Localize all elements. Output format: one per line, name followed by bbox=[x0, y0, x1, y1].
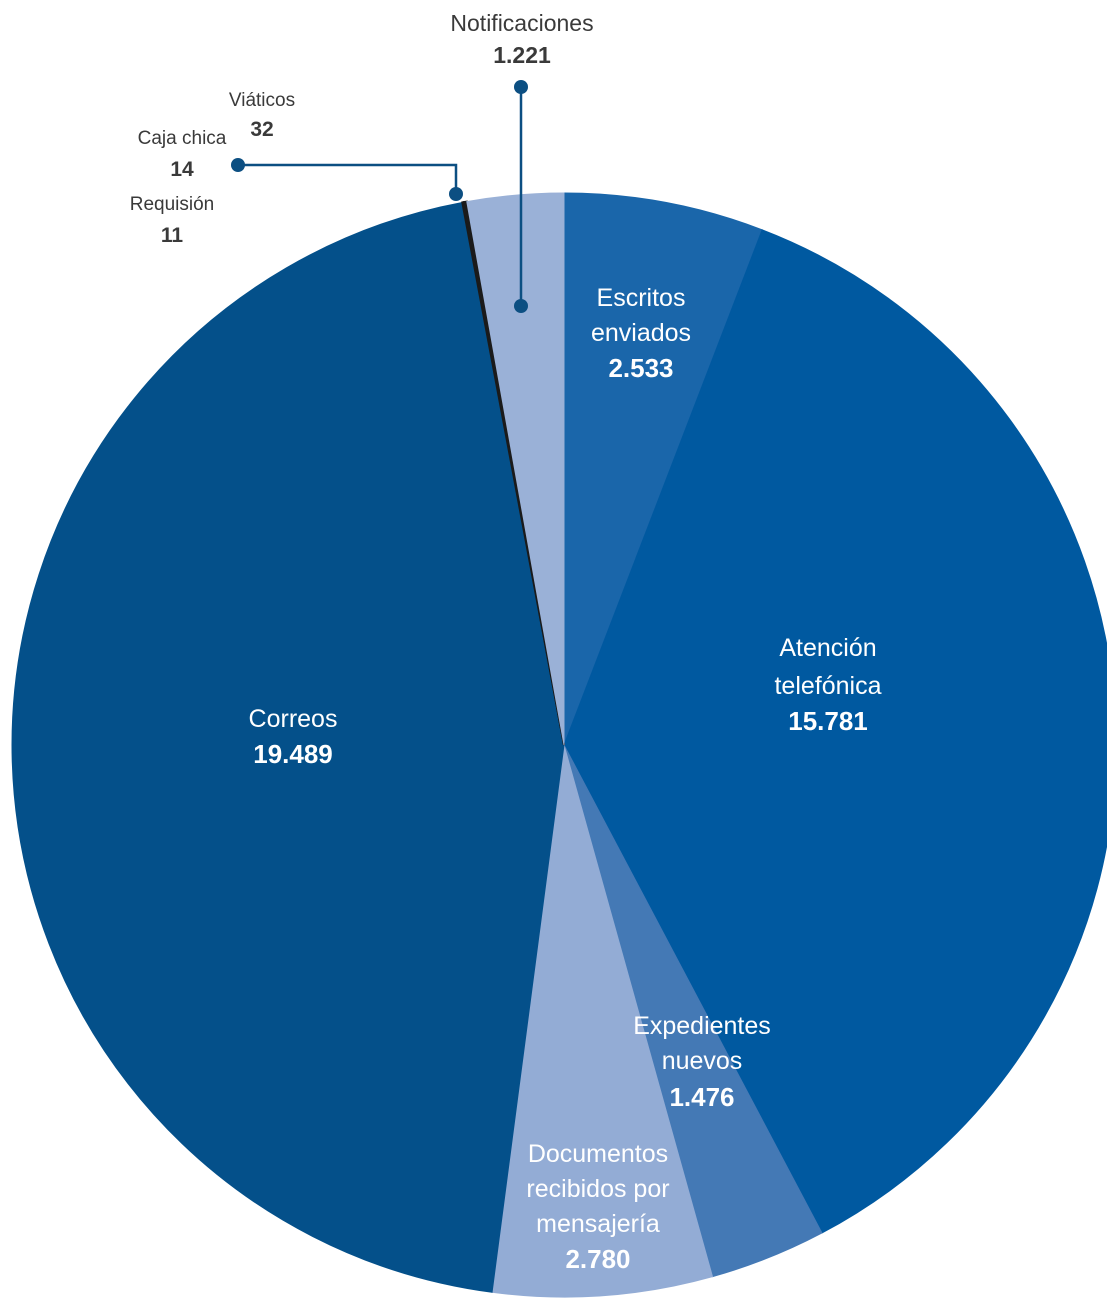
label-expedientes-line2: nuevos bbox=[662, 1047, 743, 1075]
leader-dot-small-items-start bbox=[231, 158, 245, 172]
label-requisicion-name: Requisión bbox=[130, 194, 215, 215]
label-documentos-line3: mensajería bbox=[536, 1210, 660, 1238]
label-expedientes-line1: Expedientes bbox=[633, 1012, 771, 1040]
label-notificaciones-value: 1.221 bbox=[493, 42, 551, 68]
label-escritos-line1: Escritos bbox=[597, 284, 686, 312]
slice-escritos bbox=[563, 192, 763, 746]
label-caja-value: 14 bbox=[170, 158, 194, 181]
slice-atencion bbox=[563, 229, 1107, 1234]
label-requisicion-value: 11 bbox=[161, 224, 184, 247]
label-expedientes-value: 1.476 bbox=[669, 1082, 734, 1112]
slice-correos bbox=[11, 201, 565, 1293]
label-documentos-line2: recibidos por bbox=[526, 1175, 669, 1203]
label-escritos-line2: enviados bbox=[591, 319, 691, 347]
leader-lines bbox=[231, 80, 528, 313]
leader-dot-notificaciones-end bbox=[514, 299, 528, 313]
label-documentos-value: 2.780 bbox=[565, 1244, 630, 1274]
label-atencion-line2: telefónica bbox=[774, 672, 881, 700]
label-viaticos-name: Viáticos bbox=[229, 90, 295, 111]
pie-slices bbox=[11, 192, 1107, 1298]
label-documentos-line1: Documentos bbox=[528, 1140, 668, 1168]
label-caja-name: Caja chica bbox=[138, 128, 227, 149]
label-atencion-line1: Atención bbox=[779, 634, 876, 662]
slice-documentos bbox=[491, 744, 714, 1298]
label-escritos-value: 2.533 bbox=[608, 353, 673, 383]
label-atencion-value: 15.781 bbox=[788, 706, 868, 736]
slice-notificaciones bbox=[466, 192, 565, 746]
leader-line-small-items bbox=[238, 163, 458, 194]
label-notificaciones-name: Notificaciones bbox=[450, 10, 593, 36]
leader-dot-small-items-end bbox=[449, 187, 463, 201]
label-viaticos-value: 32 bbox=[250, 118, 273, 141]
label-correos-value: 19.489 bbox=[253, 739, 333, 769]
label-correos-line1: Correos bbox=[249, 705, 338, 733]
leader-dot-notificaciones-start bbox=[514, 80, 528, 94]
